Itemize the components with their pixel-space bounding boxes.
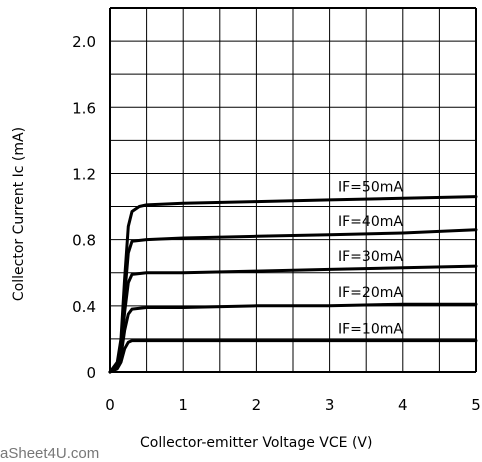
x-tick-label: 1 — [178, 396, 188, 414]
series-labels: IF=10mA IF=20mA IF=30mA IF=40mA IF=50mA — [338, 179, 403, 337]
y-tick-label: 0.8 — [72, 232, 96, 250]
series-label: IF=40mA — [338, 214, 403, 230]
series-label: IF=30mA — [338, 249, 403, 265]
x-tick-label: 0 — [105, 396, 115, 414]
x-tick-label: 4 — [398, 396, 408, 414]
x-axis-title: Collector-emitter Voltage VCE (V) — [140, 435, 372, 451]
y-tick-label: 0.4 — [72, 298, 96, 316]
curves — [108, 195, 478, 374]
y-tick-label: 1.2 — [72, 165, 96, 183]
series-line — [108, 339, 478, 374]
tick-labels: 0 0.4 0.8 1.2 1.6 2.0 0 1 2 3 4 5 — [72, 33, 481, 414]
y-axis-title: Collector Current Ic (mA) — [11, 127, 27, 301]
series-label: IF=20mA — [338, 285, 403, 301]
y-tick-label: 1.6 — [72, 99, 96, 117]
y-tick-label: 2.0 — [72, 33, 96, 51]
series-label: IF=50mA — [338, 179, 403, 195]
series-line — [108, 195, 478, 374]
series-label: IF=10mA — [338, 322, 403, 338]
x-tick-label: 2 — [252, 396, 262, 414]
grid — [109, 7, 477, 373]
x-tick-label: 3 — [325, 396, 335, 414]
watermark: aSheet4U.com — [0, 445, 99, 462]
x-tick-label: 5 — [471, 396, 481, 414]
y-tick-label: 0 — [86, 364, 96, 382]
